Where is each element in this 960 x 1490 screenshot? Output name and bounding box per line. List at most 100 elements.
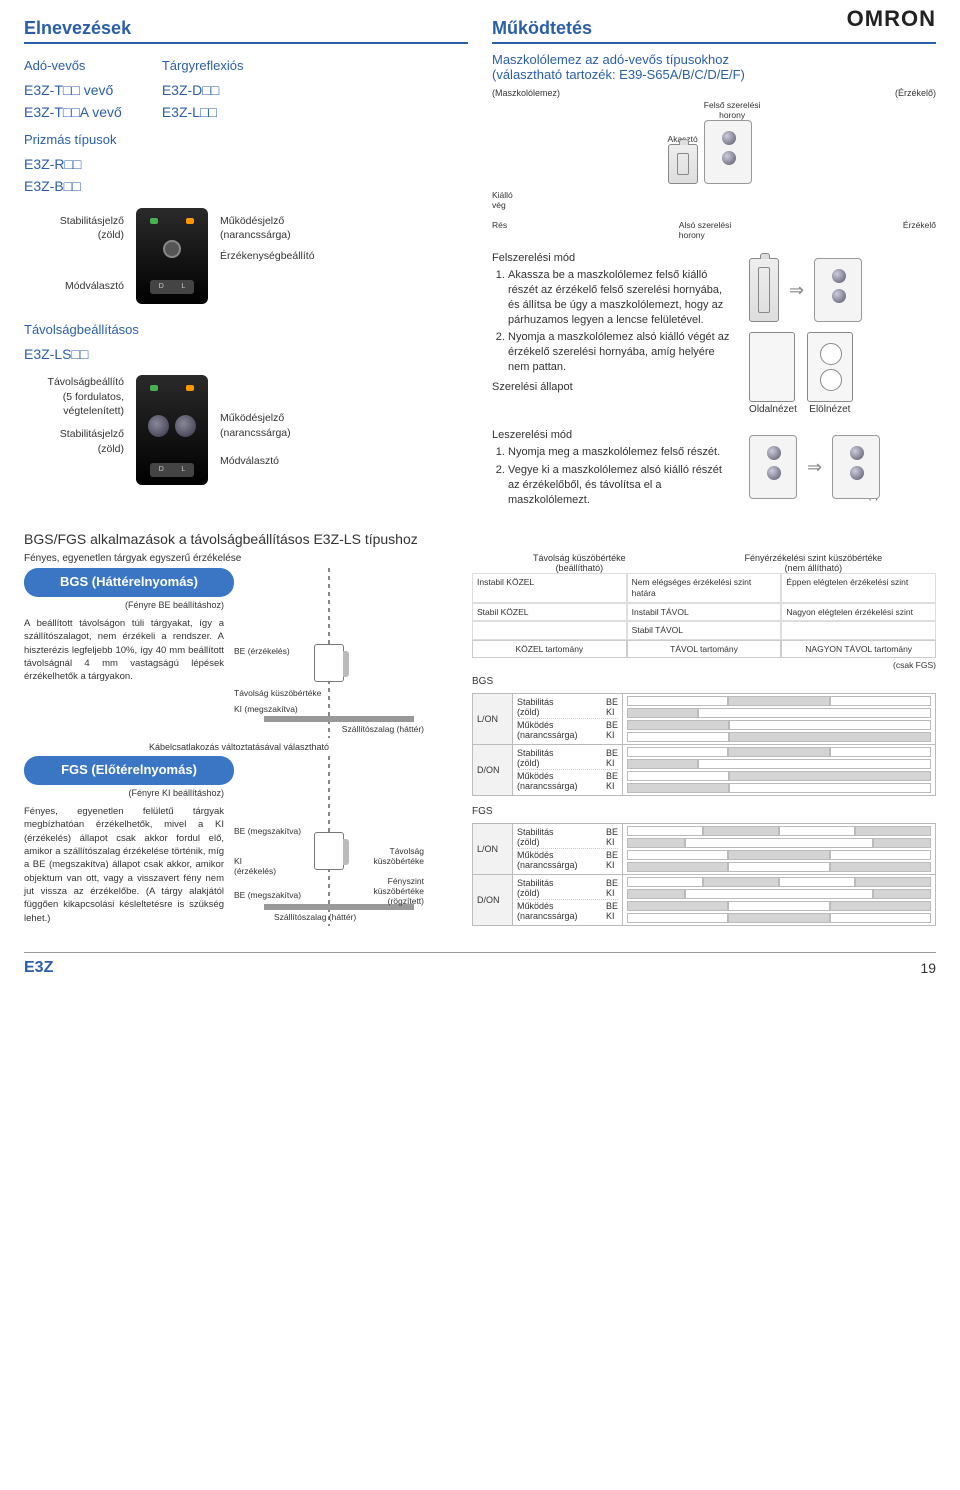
label-mode: Módválasztó: [24, 279, 124, 294]
side-view: [749, 332, 795, 402]
r8: Stabil TÁVOL: [627, 621, 782, 640]
bgs-pill: BGS (Háttérelnyomás): [24, 568, 234, 596]
c: BE: [606, 720, 618, 730]
c: BE: [606, 878, 618, 888]
r7: [472, 621, 627, 640]
fgs-pill: FGS (Előtérelnyomás): [24, 756, 234, 784]
footer-page: 19: [920, 960, 936, 976]
mid-note: Kábelcsatlakozás változtatásával választ…: [24, 742, 454, 752]
c: BE: [606, 748, 618, 758]
c: BE: [606, 901, 618, 911]
c: KI: [606, 860, 615, 870]
app-intro: Fényes, egyenetlen tárgyak egyszerű érzé…: [24, 553, 454, 564]
model: E3Z-T□□ vevő: [24, 79, 122, 101]
op-headline: Maszkolólemez az adó-vevős típusokhoz (v…: [492, 52, 936, 82]
dg-be: BE (érzékelés): [234, 646, 290, 656]
front-view: [807, 332, 853, 402]
c: Stabilitás (zöld): [517, 697, 554, 717]
brand-logo: OMRON: [847, 6, 936, 32]
lbl-sens: Érzékelő: [903, 220, 936, 240]
mount-diagram-top: Akasztó Felső szerelési horony: [492, 100, 936, 184]
r4: Stabil KÖZEL: [472, 603, 627, 622]
table-fgs: L/ON Stabilitás (zöld)BEKI Működés (nara…: [472, 823, 936, 926]
lbl-slit: (Maszkolólemez): [492, 88, 560, 98]
th-lon2: L/ON: [473, 823, 513, 874]
z1: KÖZEL tartomány: [472, 640, 627, 658]
c: Stabilitás (zöld): [517, 878, 554, 898]
th-lon: L/ON: [473, 693, 513, 744]
c: KI: [606, 730, 615, 740]
section-naming: Elnevezések: [24, 18, 468, 44]
lbl-groove-top: Felső szerelési horony: [704, 100, 761, 120]
tbl-fgs-title: FGS: [472, 806, 936, 817]
c: Működés (narancssárga): [517, 720, 578, 740]
label-op-ind2: Működésjelző (narancssárga): [220, 411, 340, 440]
z3: NAGYON TÁVOL tartomány: [781, 640, 936, 658]
sensor-illustration-ls: DL: [136, 375, 208, 485]
c: BE: [606, 771, 618, 781]
fgs-text: Fényes, egyenetlen felületű tárgyak megb…: [24, 805, 224, 925]
c: Működés (narancssárga): [517, 901, 578, 921]
c: Stabilitás (zöld): [517, 748, 554, 768]
app-title: BGS/FGS alkalmazások a távolságbeállítás…: [24, 531, 936, 547]
arrow-icon: ⇒: [789, 280, 804, 301]
label-sens-adj: Érzékenységbeállító: [220, 249, 340, 264]
cap-side: Oldalnézet: [749, 404, 797, 415]
label-dist-adj: Távolságbeállító (5 fordulatos, végtelen…: [24, 375, 124, 419]
c: KI: [606, 707, 615, 717]
remove-title: Leszerelési mód: [492, 429, 735, 441]
sensor-outline: [814, 258, 862, 322]
bgs-text: A beállított távolságon túli tárgyakat, …: [24, 617, 224, 683]
naming-col1-title: Adó-vevős: [24, 58, 122, 73]
fgs-diagram: BE (megszakítva) KI (érzékelés) BE (megs…: [234, 756, 424, 926]
c: KI: [606, 758, 615, 768]
label-stability: Stabilitásjelző (zöld): [24, 214, 124, 243]
c: BE: [606, 697, 618, 707]
fgs-note: (Fényre KI beállításhoz): [24, 787, 224, 800]
remove-step-2: Vegye ki a maszkolólemez alsó kiálló rés…: [508, 463, 735, 508]
sensor-illustration: DL: [136, 208, 208, 304]
sensor-with-slit: [749, 435, 797, 499]
c: KI: [606, 911, 615, 921]
naming-col1-sub: Prizmás típusok: [24, 132, 122, 147]
r6: Nagyon elégtelen érzékelési szint: [781, 603, 936, 622]
c: Stabilitás (zöld): [517, 827, 554, 847]
fgs-be1: BE (megszakítva): [234, 826, 301, 836]
c: KI: [606, 888, 615, 898]
range-h2: Fényérzékelési szint küszöbértéke (nem á…: [691, 553, 936, 573]
z2: TÁVOL tartomány: [627, 640, 782, 658]
lbl-groove-bot: Alsó szerelési horony: [679, 220, 731, 240]
c: Működés (narancssárga): [517, 850, 578, 870]
lbl-proj: Kiálló vég: [492, 190, 513, 210]
bgs-diagram: BE (érzékelés) Távolság küszöbértéke KI …: [234, 568, 424, 738]
r2: Nem elégséges érzékelési szint határa: [627, 573, 782, 602]
bgs-note: (Fényre BE beállításhoz): [24, 599, 224, 612]
fgs-be2: BE (megszakítva): [234, 890, 301, 900]
dist-title: Távolságbeállításos: [24, 322, 468, 337]
dist-model: E3Z-LS□□: [24, 343, 468, 365]
c: Működés (narancssárga): [517, 771, 578, 791]
tbl-bgs-title: BGS: [472, 676, 936, 687]
lbl-sensor: (Érzékelő): [895, 88, 936, 98]
dg-conv: Szállítószalag (háttér): [342, 724, 424, 734]
range-h1: Távolság küszöbértéke (beállítható): [472, 553, 687, 573]
r3: Éppen elégtelen érzékelési szint: [781, 573, 936, 602]
assembled-state: Szerelési állapot: [492, 381, 735, 393]
c: KI: [606, 781, 615, 791]
r9: [781, 621, 936, 640]
install-step-2: Nyomja a maszkolólemez alsó kiálló végét…: [508, 330, 735, 375]
label-mode2: Módválasztó: [220, 454, 340, 469]
dg-ki: KI (megszakítva): [234, 704, 298, 714]
lbl-gap: Rés: [492, 220, 507, 240]
install-title: Felszerelési mód: [492, 252, 735, 264]
cap-front: Elölnézet: [807, 404, 853, 415]
c: KI: [606, 837, 615, 847]
arrow-icon: ⇒: [807, 457, 822, 478]
naming-col2-title: Tárgyreflexiós: [162, 58, 244, 73]
footer-product: E3Z: [24, 959, 53, 977]
sensor-outline-2: [832, 435, 880, 499]
model: E3Z-R□□: [24, 153, 122, 175]
model: E3Z-D□□: [162, 79, 244, 101]
table-bgs: L/ON Stabilitás (zöld)BEKI Működés (nara…: [472, 693, 936, 796]
r5: Instabil TÁVOL: [627, 603, 782, 622]
